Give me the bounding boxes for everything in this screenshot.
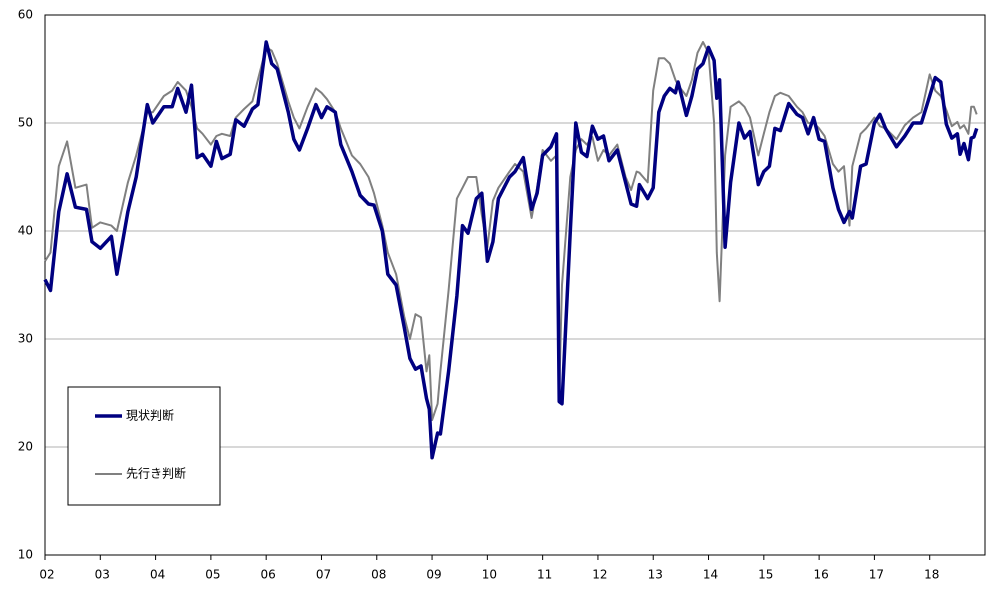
x-tick-label: 02 (39, 568, 54, 582)
x-tick-label: 08 (371, 568, 386, 582)
y-tick-label: 50 (18, 116, 33, 130)
x-tick-label: 14 (703, 568, 718, 582)
y-tick-label: 30 (18, 332, 33, 346)
y-tick-label: 60 (18, 8, 33, 22)
legend-label: 現状判断 (126, 408, 174, 423)
x-tick-label: 05 (205, 568, 220, 582)
series-line (43, 40, 979, 460)
x-tick-label: 04 (150, 568, 165, 582)
x-tick-label: 09 (426, 568, 441, 582)
plot-frame (44, 14, 986, 556)
x-tick-label: 12 (592, 568, 607, 582)
legend-box (67, 386, 221, 506)
y-tick-label: 10 (18, 548, 33, 562)
x-tick-label: 06 (261, 568, 276, 582)
x-tick-label: 07 (316, 568, 331, 582)
x-tick-label: 11 (537, 568, 552, 582)
x-tick-label: 17 (869, 568, 884, 582)
x-tick-label: 13 (648, 568, 663, 582)
x-tick-label: 10 (482, 568, 497, 582)
x-tick-label: 18 (924, 568, 939, 582)
x-tick-label: 03 (95, 568, 110, 582)
x-tick-label: 15 (758, 568, 773, 582)
legend-label: 先行き判断 (126, 466, 186, 481)
y-tick-label: 40 (18, 224, 33, 238)
y-tick-label: 20 (18, 440, 33, 454)
x-tick-label: 16 (813, 568, 828, 582)
